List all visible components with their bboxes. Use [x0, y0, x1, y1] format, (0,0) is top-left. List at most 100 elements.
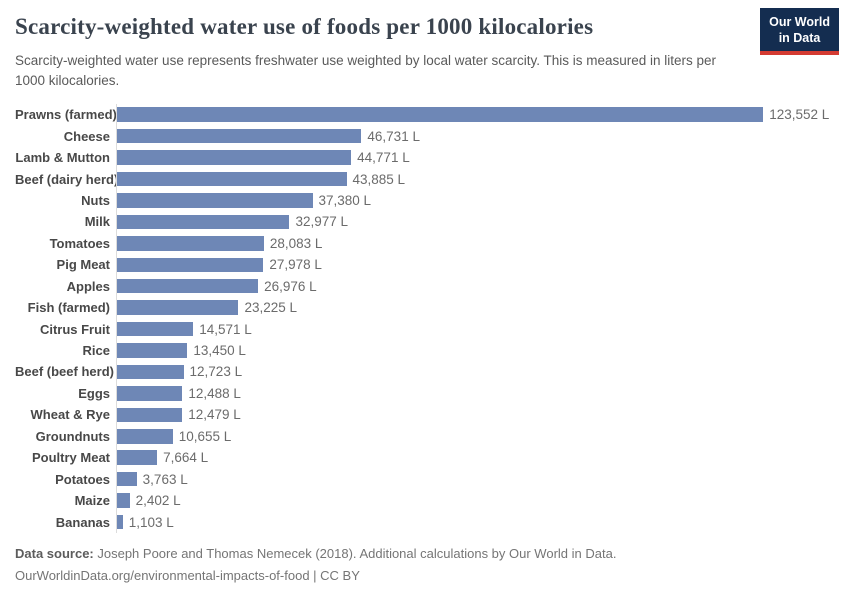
value-label: 2,402 L — [135, 493, 181, 509]
value-label: 14,571 L — [199, 321, 252, 337]
plot-area: 37,380 L — [116, 189, 835, 212]
category-label: Lamb & Mutton — [15, 150, 110, 166]
category-label: Maize — [74, 493, 110, 509]
bar[interactable] — [117, 407, 183, 423]
value-label: 3,763 L — [142, 471, 188, 487]
plot-area: 43,885 L — [116, 168, 835, 190]
plot-area: 2,402 L — [116, 489, 835, 512]
category-label: Citrus Fruit — [39, 321, 110, 337]
bar[interactable] — [117, 493, 130, 508]
chart-row: Cheese 46,731 L — [15, 125, 835, 147]
plot-area: 27,978 L — [116, 254, 835, 276]
page-title: Scarcity-weighted water use of foods per… — [15, 14, 594, 39]
category-label: Tomatoes — [49, 235, 110, 251]
owid-logo-line2: in Data — [778, 30, 821, 45]
bar[interactable] — [117, 278, 259, 294]
chart-row: Fish (farmed) 23,225 L — [15, 296, 835, 319]
category-label: Fish (farmed) — [27, 300, 110, 316]
plot-area: 1,103 L — [116, 511, 835, 533]
bar[interactable] — [117, 386, 183, 401]
bar[interactable] — [117, 236, 264, 251]
plot-area: 13,450 L — [116, 339, 835, 362]
bar[interactable] — [117, 343, 188, 358]
chart-row: Wheat & Rye 12,479 L — [15, 404, 835, 426]
chart-row: Eggs 12,488 L — [15, 382, 835, 405]
category-label: Pig Meat — [56, 257, 110, 273]
value-label: 12,488 L — [188, 385, 241, 401]
bar[interactable] — [117, 107, 764, 122]
category-label: Potatoes — [55, 471, 110, 487]
category-label: Poultry Meat — [31, 450, 110, 466]
plot-area: 7,664 L — [116, 447, 835, 469]
plot-area: 44,771 L — [116, 146, 835, 169]
license-line: OurWorldinData.org/environmental-impacts… — [15, 568, 360, 583]
chart-row: Beef (beef herd) 12,723 L — [15, 361, 835, 383]
value-label: 44,771 L — [357, 150, 410, 166]
plot-area: 12,479 L — [116, 404, 835, 426]
chart-row: Apples 26,976 L — [15, 275, 835, 297]
category-label: Beef (dairy herd) — [15, 171, 119, 187]
value-label: 10,655 L — [178, 428, 232, 444]
bar[interactable] — [117, 321, 194, 337]
bar[interactable] — [117, 171, 347, 187]
category-label: Cheese — [63, 128, 110, 144]
chart-row: Beef (dairy herd) 43,885 L — [15, 168, 835, 190]
chart-row: Groundnuts 10,655 L — [15, 425, 835, 447]
plot-area: 14,571 L — [116, 318, 835, 340]
owid-logo-line1: Our World — [769, 15, 830, 29]
bar[interactable] — [117, 514, 123, 530]
bar[interactable] — [117, 193, 313, 208]
chart-row: Rice 13,450 L — [15, 339, 835, 362]
chart-subtitle: Scarcity-weighted water use represents f… — [15, 53, 717, 88]
value-label: 43,885 L — [352, 171, 406, 187]
bar[interactable] — [117, 471, 137, 487]
value-label: 32,977 L — [295, 214, 349, 230]
chart-row: Bananas 1,103 L — [15, 511, 835, 533]
chart-row: Milk 32,977 L — [15, 211, 835, 233]
category-label: Apples — [66, 278, 110, 294]
category-label: Milk — [84, 214, 110, 230]
value-label: 12,479 L — [188, 407, 241, 423]
chart-row: Prawns (farmed) 123,552 L — [15, 104, 835, 126]
plot-area: 12,488 L — [116, 382, 835, 405]
value-label: 26,976 L — [264, 278, 317, 294]
chart-row: Maize 2,402 L — [15, 489, 835, 512]
plot-area: 32,977 L — [116, 211, 835, 233]
bar[interactable] — [117, 429, 173, 444]
bar-chart: Prawns (farmed) 123,552 L Cheese 46,731 L La… — [15, 104, 835, 534]
data-source-label: Data source: — [15, 546, 94, 561]
chart-row: Citrus Fruit 14,571 L — [15, 318, 835, 340]
data-source-line: Data source: Joseph Poore and Thomas Nem… — [15, 543, 835, 565]
value-label: 23,225 L — [244, 300, 298, 316]
category-label: Wheat & Rye — [30, 407, 110, 423]
value-label: 27,978 L — [269, 257, 322, 273]
plot-area: 10,655 L — [116, 425, 835, 447]
plot-area: 46,731 L — [116, 125, 835, 147]
value-label: 46,731 L — [367, 128, 420, 144]
bar[interactable] — [117, 364, 184, 380]
value-label: 37,380 L — [318, 192, 372, 208]
bar[interactable] — [117, 257, 264, 273]
plot-area: 3,763 L — [116, 468, 835, 490]
bar[interactable] — [117, 214, 290, 230]
plot-area: 12,723 L — [116, 361, 835, 383]
bar[interactable] — [117, 300, 239, 315]
plot-area: 26,976 L — [116, 275, 835, 297]
category-label: Rice — [82, 343, 110, 359]
value-label: 1,103 L — [128, 514, 174, 530]
value-label: 123,552 L — [769, 107, 830, 123]
plot-area: 28,083 L — [116, 232, 835, 255]
value-label: 28,083 L — [269, 235, 323, 251]
bar[interactable] — [117, 150, 352, 165]
value-label: 13,450 L — [193, 343, 246, 359]
chart-row: Tomatoes 28,083 L — [15, 232, 835, 255]
chart-row: Potatoes 3,763 L — [15, 468, 835, 490]
category-label: Groundnuts — [35, 428, 110, 444]
category-label: Eggs — [78, 385, 110, 401]
chart-row: Poultry Meat 7,664 L — [15, 447, 835, 469]
chart-header: Scarcity-weighted water use of foods per… — [0, 0, 850, 100]
bar[interactable] — [117, 450, 158, 465]
chart-footer: Data source: Joseph Poore and Thomas Nem… — [15, 543, 835, 587]
bar[interactable] — [117, 128, 362, 144]
